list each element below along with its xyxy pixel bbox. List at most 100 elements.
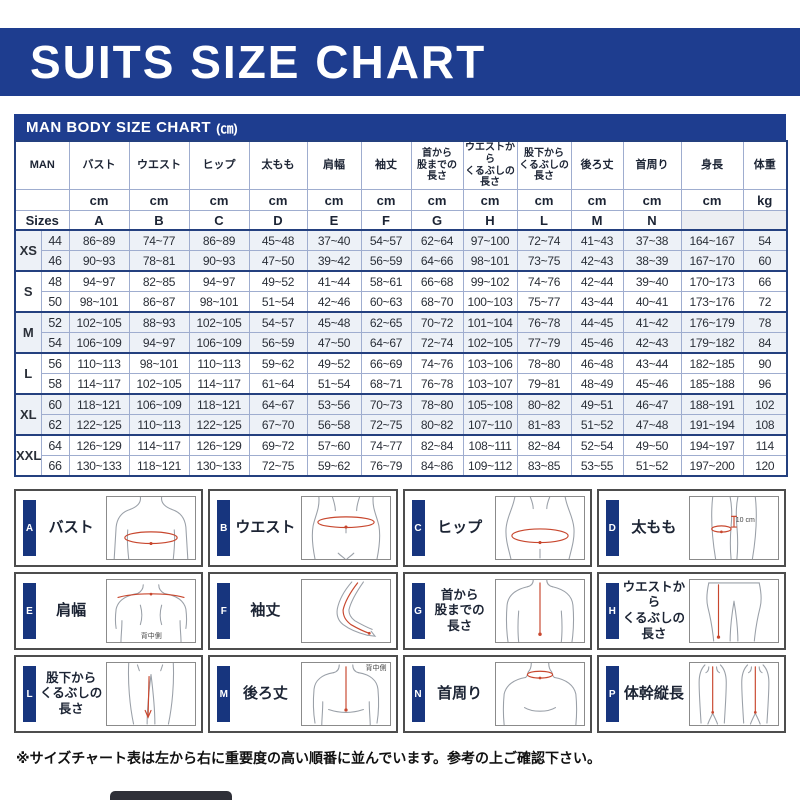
letter-cell: L — [516, 210, 572, 232]
size-value-cell: 108~111 — [462, 434, 518, 457]
size-value-cell: 102~105 — [188, 311, 250, 334]
size-value-cell: 122~125 — [68, 414, 130, 436]
size-value-cell: 56~59 — [248, 332, 308, 354]
size-value-cell: 98~101 — [188, 291, 250, 313]
table-title-bar: MAN BODY SIZE CHART (㎝) — [14, 114, 786, 140]
table-row: M 52 102~105 88~93 102~105 54~57 45~48 62~65 70~… — [14, 311, 788, 354]
size-value-cell: 107~110 — [462, 414, 518, 436]
size-value-cell: 37~40 — [306, 229, 362, 252]
size-value-cell: 80~82 — [516, 393, 572, 416]
size-number-cell: 58 — [40, 373, 70, 395]
diagram-letter-badge: N — [411, 666, 425, 722]
size-value-cell: 56~58 — [306, 414, 362, 436]
size-value-cell: 101~104 — [462, 311, 518, 334]
size-number-cell: 50 — [40, 291, 70, 313]
column-header: 体重 — [742, 140, 788, 191]
size-value-cell: 45~46 — [570, 332, 624, 354]
size-value-cell: 84 — [742, 332, 788, 354]
diagram-letter-badge: A — [23, 500, 36, 556]
column-header: 後ろ丈 — [570, 140, 624, 191]
size-value-cell: 94~97 — [188, 270, 250, 293]
diagram-cell-thigh: D 太もも 10 cm — [596, 489, 786, 567]
size-value-cell: 80~82 — [410, 414, 464, 436]
size-value-cell: 66~69 — [360, 352, 412, 375]
table-title-unit: (㎝) — [216, 120, 238, 136]
size-value-cell: 118~121 — [128, 455, 190, 477]
size-value-cell: 59~62 — [248, 352, 308, 375]
diagram-label: 首から 股までの 長さ — [434, 587, 485, 633]
diagram-letter-badge: L — [23, 666, 36, 722]
size-value-cell: 52~54 — [570, 434, 624, 457]
size-group-cell: XL — [14, 393, 42, 436]
size-number-cell: 64 — [40, 434, 70, 457]
size-value-cell: 120 — [742, 455, 788, 477]
size-value-cell: 114 — [742, 434, 788, 457]
size-value-cell: 64~67 — [248, 393, 308, 416]
size-value-cell: 47~50 — [306, 332, 362, 354]
size-value-cell: 84~86 — [410, 455, 464, 477]
size-number-cell: 62 — [40, 414, 70, 436]
diagram-cell-sleeve-length: F 袖丈 — [208, 572, 398, 650]
size-value-cell: 46~48 — [570, 352, 624, 375]
size-value-cell: 58~61 — [360, 270, 412, 293]
diagram-cell-waist-to-ankle: H ウエストから くるぶしの 長さ — [596, 572, 786, 650]
size-value-cell: 100~103 — [462, 291, 518, 313]
size-value-cell: 48~49 — [570, 373, 624, 395]
size-value-cell: 126~129 — [68, 434, 130, 457]
letter-cell: E — [306, 210, 362, 232]
sleeve-illustration — [300, 579, 391, 643]
diagram-letter-badge: P — [605, 666, 619, 722]
size-value-cell: 173~176 — [680, 291, 744, 313]
diagram-cell-waist: B ウエスト — [208, 489, 398, 567]
size-value-cell: 164~167 — [680, 229, 744, 252]
unit-cell: cm — [128, 189, 190, 212]
unit-cell: cm — [462, 189, 518, 212]
size-number-cell: 66 — [40, 455, 70, 477]
diagram-label: 袖丈 — [250, 601, 281, 619]
table-row: 46 90~93 78~81 90~93 47~50 39~42 56~59 64~66 98~… — [15, 250, 788, 272]
diagram-label: 後ろ丈 — [242, 684, 288, 702]
header-labels-row: MAN バスト ウエスト ヒップ 太もも 肩幅 袖丈 首から 股までの 長さ ウエストから くる… — [14, 140, 788, 191]
size-group-cell: L — [14, 352, 42, 395]
trunk-length-illustration — [689, 662, 779, 726]
size-value-cell: 45~48 — [306, 311, 362, 334]
diagram-letter-badge: C — [411, 500, 425, 556]
diagram-label: 肩幅 — [56, 601, 87, 619]
diagram-letter-badge: B — [217, 500, 231, 556]
size-number-cell: 56 — [40, 352, 70, 375]
size-value-cell: 37~38 — [622, 229, 682, 252]
thigh-illustration: 10 cm — [689, 496, 779, 560]
size-value-cell: 105~108 — [462, 393, 518, 416]
size-value-cell: 98~101 — [462, 250, 518, 272]
unit-cell: cm — [680, 189, 744, 212]
diagram-cell-back-length: M 後ろ丈 背中側 — [208, 655, 398, 733]
back-side-annotation: 背中側 — [140, 633, 162, 640]
size-value-cell: 60~63 — [360, 291, 412, 313]
diagram-label: 首周り — [437, 684, 483, 702]
blank-cell — [14, 189, 70, 212]
size-value-cell: 114~117 — [188, 373, 250, 395]
column-header: ウエスト — [128, 140, 190, 191]
table-row: 54 106~109 94~97 106~109 56~59 47~50 64~67 72~7… — [15, 332, 788, 354]
size-value-cell: 102~105 — [68, 311, 130, 334]
letter-cell: M — [570, 210, 624, 232]
size-value-cell: 64~67 — [360, 332, 412, 354]
size-value-cell: 109~112 — [462, 455, 518, 477]
size-value-cell: 42~44 — [570, 270, 624, 293]
size-value-cell: 46~47 — [622, 393, 682, 416]
size-value-cell: 72~74 — [410, 332, 464, 354]
size-value-cell: 64~66 — [410, 250, 464, 272]
size-value-cell: 82~84 — [410, 434, 464, 457]
size-number-cell: 46 — [40, 250, 70, 272]
size-value-cell: 74~77 — [128, 229, 190, 252]
size-value-cell: 182~185 — [680, 352, 744, 375]
size-value-cell: 86~89 — [68, 229, 130, 252]
letter-cell — [680, 210, 744, 232]
size-value-cell: 102~105 — [128, 373, 190, 395]
letter-cell: C — [188, 210, 250, 232]
size-value-cell: 106~109 — [68, 332, 130, 354]
letter-cell: H — [462, 210, 518, 232]
size-value-cell: 102 — [742, 393, 788, 416]
size-value-cell: 90~93 — [188, 250, 250, 272]
unit-cell: cm — [516, 189, 572, 212]
